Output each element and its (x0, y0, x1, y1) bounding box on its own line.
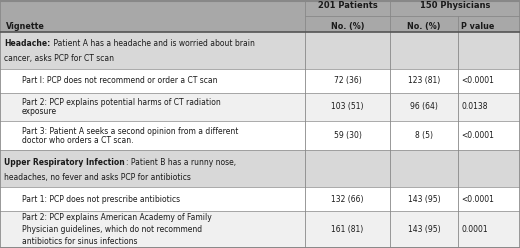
Text: 143 (95): 143 (95) (408, 195, 440, 204)
Bar (0, 211, 520, 248)
Text: P value: P value (461, 22, 495, 31)
Bar (0, 69, 520, 93)
Text: <0.0001: <0.0001 (461, 195, 494, 204)
Bar (0, 122, 520, 150)
Text: Headache:: Headache: (4, 39, 50, 48)
Text: Part 2: PCP explains potential harms of CT radiation: Part 2: PCP explains potential harms of … (22, 98, 221, 107)
Text: Part 2: PCP explains American Academy of Family: Part 2: PCP explains American Academy of… (22, 213, 212, 222)
Text: 103 (51): 103 (51) (331, 102, 364, 112)
Text: <0.0001: <0.0001 (461, 131, 494, 140)
Text: No. (%): No. (%) (407, 22, 441, 31)
Text: Upper Respiratory Infection: Upper Respiratory Infection (4, 158, 125, 167)
Text: 0.0001: 0.0001 (461, 225, 488, 234)
Text: Part 1: PCP does not prescribe antibiotics: Part 1: PCP does not prescribe antibioti… (22, 195, 180, 204)
Text: Patient A has a headache and is worried about brain: Patient A has a headache and is worried … (51, 39, 255, 48)
Text: headaches, no fever and asks PCP for antibiotics: headaches, no fever and asks PCP for ant… (4, 173, 191, 182)
Text: 96 (64): 96 (64) (410, 102, 438, 112)
Text: 201 Patients: 201 Patients (318, 1, 378, 10)
Bar (0, 0, 520, 32)
Text: 132 (66): 132 (66) (331, 195, 364, 204)
Text: 161 (81): 161 (81) (331, 225, 363, 234)
Bar (0, 187, 520, 211)
Text: 123 (81): 123 (81) (408, 76, 440, 85)
Text: <0.0001: <0.0001 (461, 76, 494, 85)
Text: 150 Physicians: 150 Physicians (420, 1, 490, 10)
Text: 8 (5): 8 (5) (415, 131, 433, 140)
Text: Part I: PCP does not recommend or order a CT scan: Part I: PCP does not recommend or order … (22, 76, 217, 85)
Text: exposure: exposure (22, 107, 57, 116)
Text: antibiotics for sinus infections: antibiotics for sinus infections (22, 237, 137, 246)
Text: No. (%): No. (%) (331, 22, 364, 31)
Text: 59 (30): 59 (30) (333, 131, 361, 140)
Text: Physician guidelines, which do not recommend: Physician guidelines, which do not recom… (22, 225, 202, 234)
Text: doctor who orders a CT scan.: doctor who orders a CT scan. (22, 136, 134, 145)
Text: Vignette: Vignette (6, 22, 45, 31)
Bar (0, 93, 520, 122)
Bar (0, 32, 520, 69)
Text: 0.0138: 0.0138 (461, 102, 488, 112)
Text: 72 (36): 72 (36) (334, 76, 361, 85)
Bar (0, 150, 520, 187)
Text: 143 (95): 143 (95) (408, 225, 440, 234)
Text: : Patient B has a runny nose,: : Patient B has a runny nose, (126, 158, 236, 167)
Text: Part 3: Patient A seeks a second opinion from a different: Part 3: Patient A seeks a second opinion… (22, 127, 238, 136)
Text: cancer, asks PCP for CT scan: cancer, asks PCP for CT scan (4, 54, 114, 63)
